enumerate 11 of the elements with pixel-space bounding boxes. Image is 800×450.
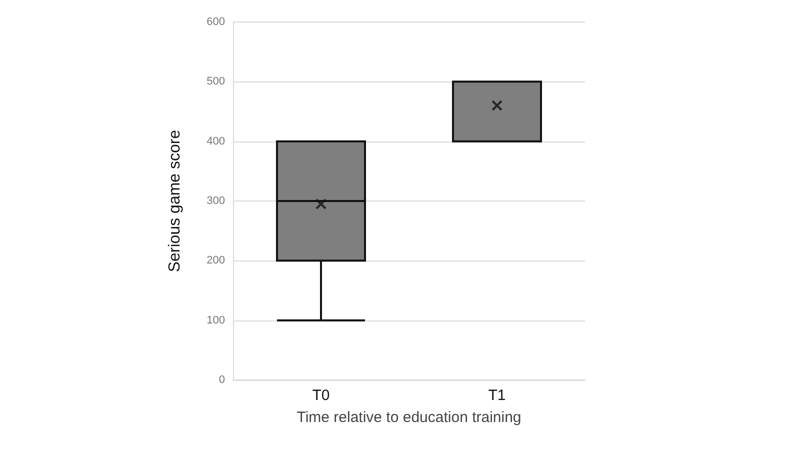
x-tick-label: T1 [488, 387, 506, 404]
y-tick-label: 300 [206, 195, 225, 207]
y-tick-label: 200 [206, 254, 225, 267]
y-tick-label: 400 [206, 135, 225, 148]
y-tick-label: 500 [206, 76, 225, 88]
y-tick-label: 600 [206, 16, 225, 28]
x-tick-label: T0 [312, 387, 330, 404]
y-tick-label: 100 [206, 314, 225, 326]
y-axis-title: Serious game score [166, 130, 184, 272]
x-axis-title: Time relative to education training [296, 409, 522, 426]
y-tick-label: 0 [218, 374, 225, 386]
